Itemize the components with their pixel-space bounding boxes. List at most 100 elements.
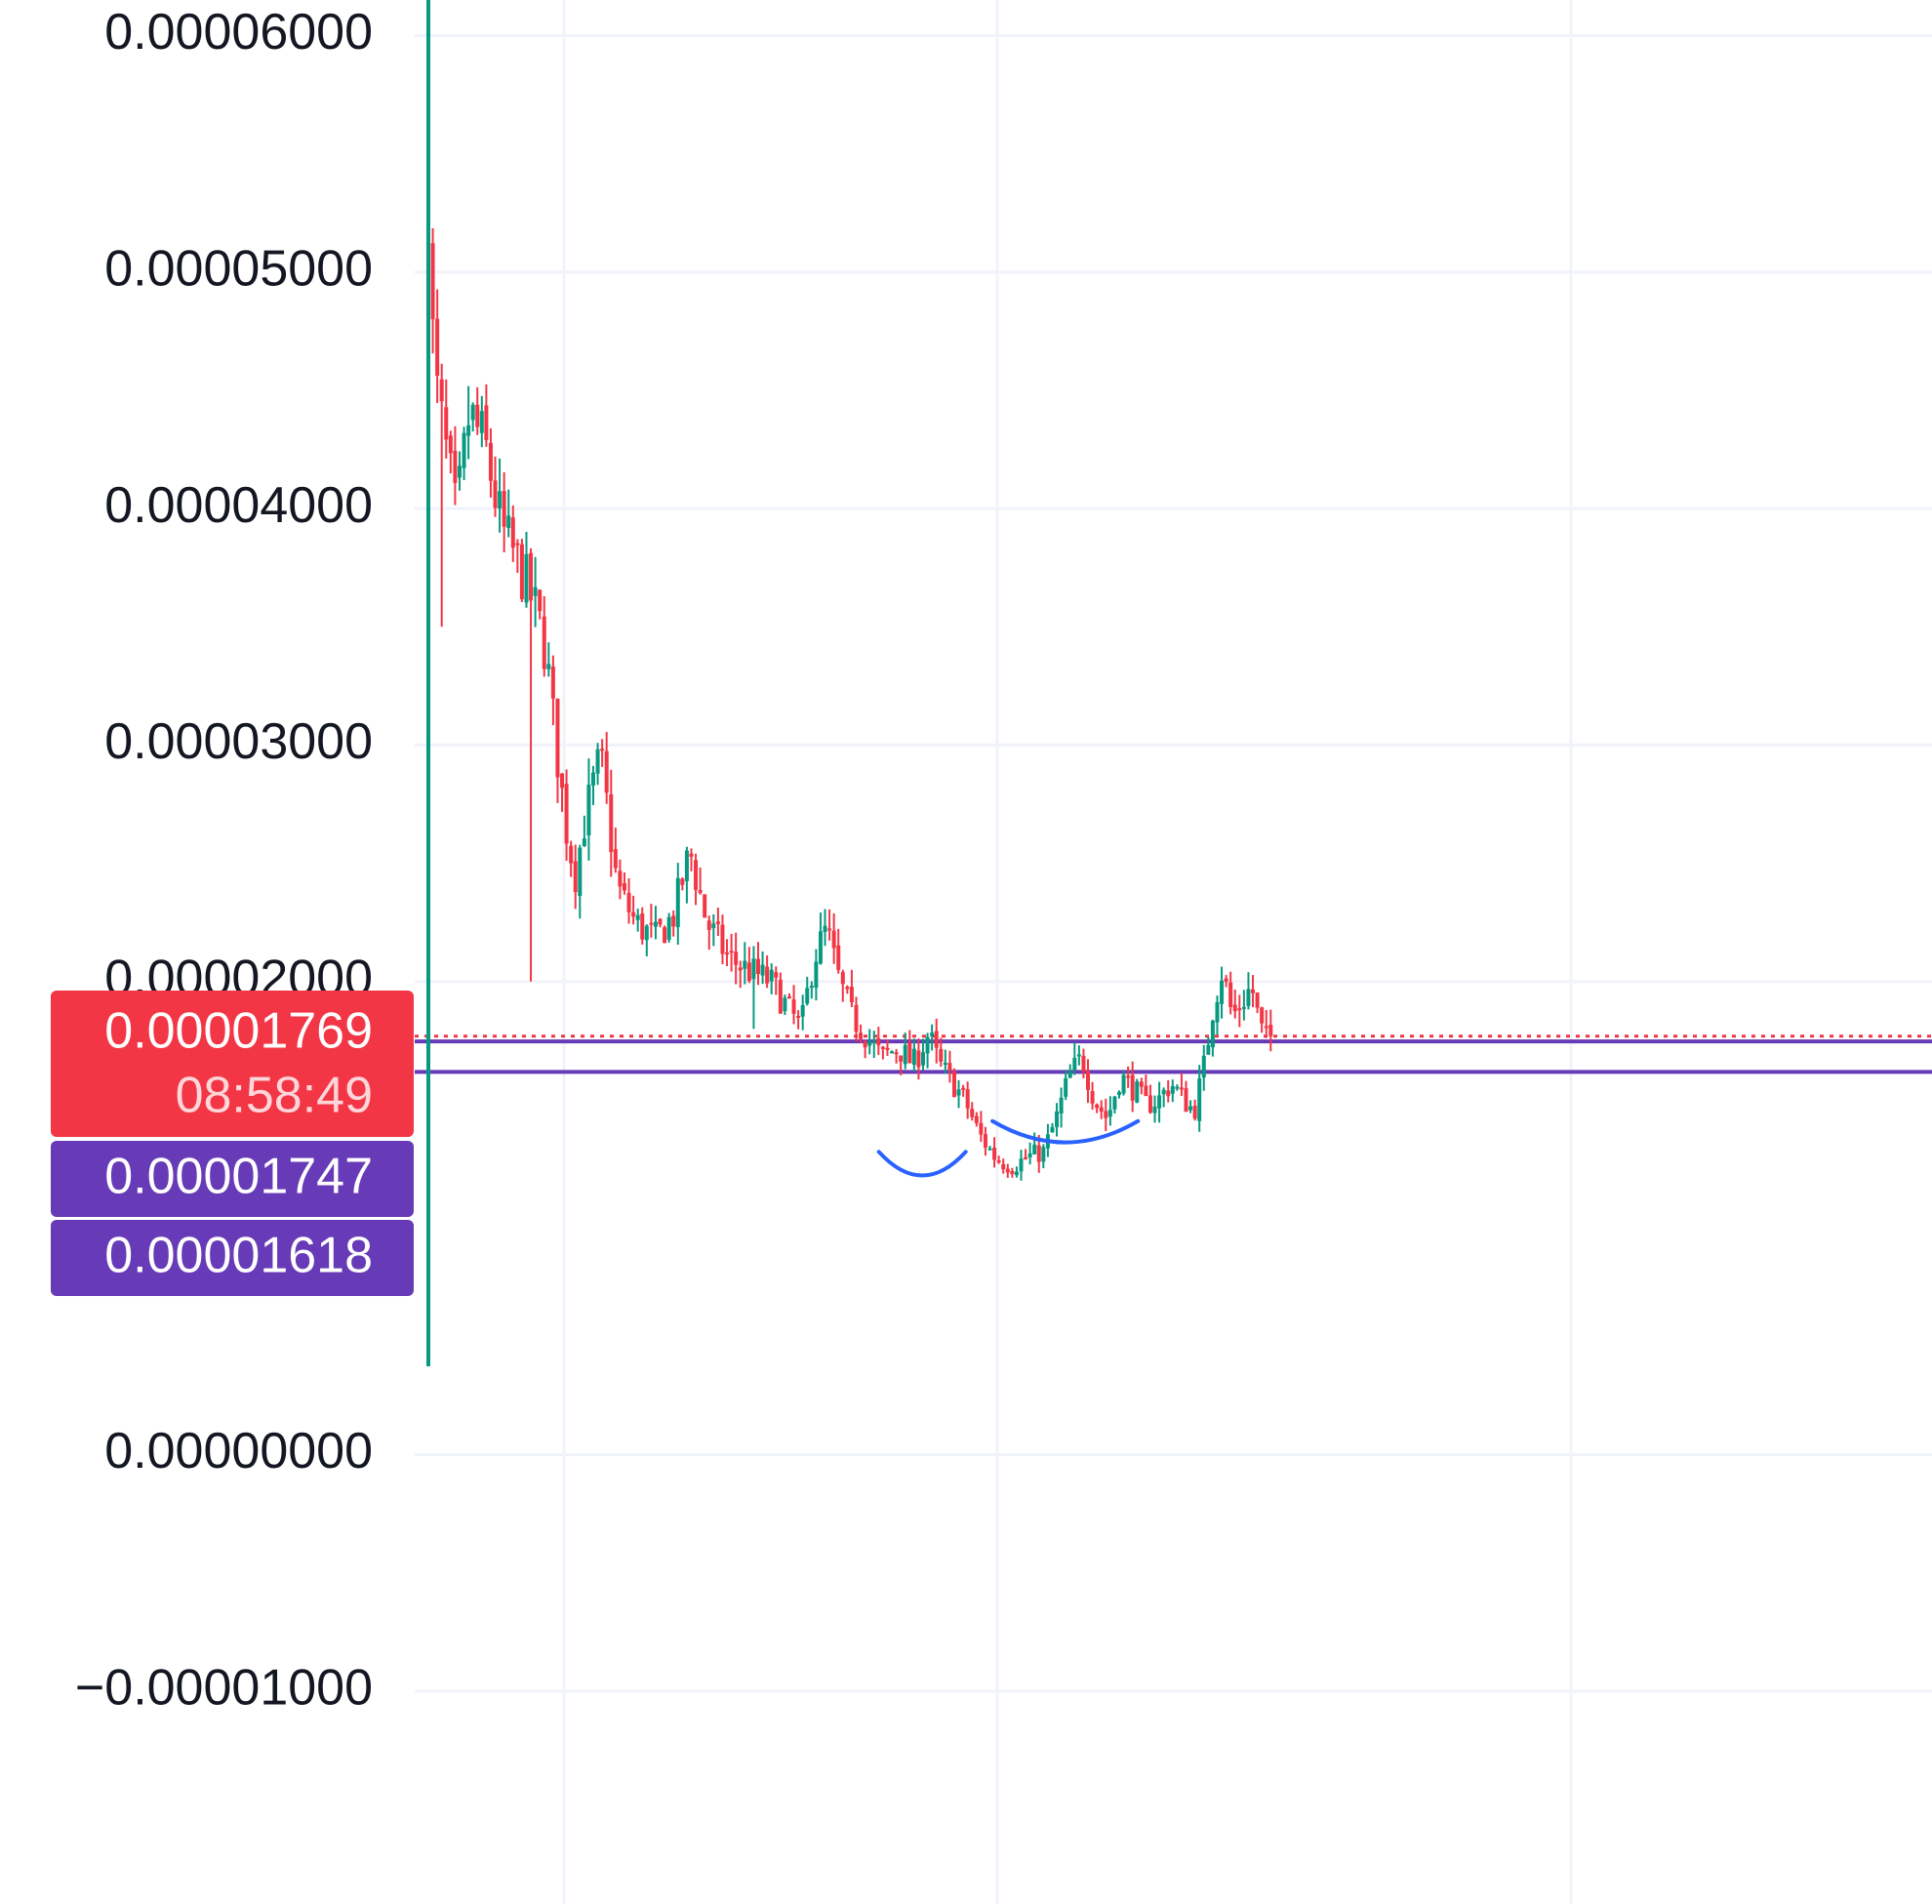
candle-body bbox=[666, 916, 671, 940]
y-tick-label: 0.00006000 bbox=[104, 4, 373, 61]
candle-body bbox=[604, 750, 609, 793]
candle-body bbox=[911, 1048, 916, 1066]
candle-body bbox=[849, 987, 854, 1002]
candle-body bbox=[818, 931, 823, 964]
candle-body bbox=[1032, 1144, 1037, 1155]
candle-body bbox=[1144, 1085, 1148, 1097]
candle-body bbox=[649, 922, 654, 925]
candle-body bbox=[930, 1033, 935, 1036]
candle-body bbox=[987, 1148, 992, 1151]
candle-body bbox=[569, 845, 574, 864]
candle-body bbox=[453, 450, 458, 483]
candle-body bbox=[1112, 1096, 1117, 1110]
candle-body bbox=[631, 911, 636, 917]
candle-body bbox=[671, 915, 676, 927]
candle-body bbox=[903, 1044, 907, 1065]
level-price-tag bbox=[51, 1220, 414, 1296]
candle-body bbox=[1264, 1026, 1268, 1029]
candle-body bbox=[479, 411, 484, 433]
candle-body bbox=[809, 986, 814, 989]
candle-body bbox=[1130, 1074, 1135, 1101]
candle-body bbox=[996, 1160, 1001, 1163]
candle-body bbox=[1251, 989, 1256, 993]
candle-body bbox=[778, 980, 783, 1014]
candle-body bbox=[885, 1047, 890, 1050]
candlestick-series bbox=[426, 227, 1273, 1181]
candle-body bbox=[1126, 1075, 1131, 1078]
candle-body bbox=[1170, 1085, 1175, 1094]
candle-body bbox=[1050, 1126, 1055, 1133]
candle-body bbox=[1059, 1097, 1064, 1114]
candle-body bbox=[573, 861, 578, 893]
candle-body bbox=[542, 616, 546, 669]
candle-body bbox=[899, 1055, 904, 1062]
candle-body bbox=[871, 1040, 876, 1043]
candle-body bbox=[640, 913, 645, 940]
candle-body bbox=[622, 883, 626, 891]
candle-body bbox=[1099, 1107, 1104, 1112]
candle-body bbox=[943, 1062, 947, 1065]
candle-body bbox=[907, 1042, 912, 1064]
candle-body bbox=[1246, 989, 1251, 1006]
candle-body bbox=[947, 1063, 952, 1071]
y-tick-label: 0.00004000 bbox=[104, 477, 373, 534]
candle-body bbox=[1179, 1087, 1184, 1090]
candle-body bbox=[1107, 1110, 1112, 1117]
candle-body bbox=[1184, 1088, 1188, 1113]
candle-body bbox=[1161, 1089, 1166, 1095]
candle-body bbox=[814, 961, 819, 988]
candle-body bbox=[635, 914, 640, 920]
candle-body bbox=[1001, 1163, 1006, 1170]
candle-body bbox=[974, 1115, 979, 1123]
candle-body bbox=[653, 921, 658, 927]
y-tick-label: 0.00003000 bbox=[104, 713, 373, 770]
candle-body bbox=[546, 664, 551, 669]
candle-body bbox=[970, 1109, 975, 1117]
candle-body bbox=[694, 860, 699, 890]
candle-body bbox=[1064, 1077, 1068, 1097]
candle-body bbox=[979, 1122, 984, 1135]
candle-body bbox=[675, 877, 680, 928]
candle-body bbox=[618, 871, 623, 887]
candle-body bbox=[1157, 1095, 1162, 1109]
drawing-annotations bbox=[876, 1118, 1141, 1178]
candle-body bbox=[1024, 1156, 1028, 1159]
candle-body bbox=[831, 930, 836, 949]
candle-body bbox=[529, 552, 534, 601]
candle-body bbox=[1224, 978, 1228, 983]
y-tick-label: −0.00001000 bbox=[75, 1660, 373, 1717]
candle-body bbox=[1041, 1147, 1046, 1162]
candle-body bbox=[867, 1041, 872, 1046]
candle-body bbox=[457, 466, 462, 478]
price-axis[interactable]: 0.00006000 0.00005000 0.00004000 0.00003000… bbox=[75, 4, 373, 1717]
candle-body bbox=[1095, 1104, 1100, 1109]
candle-body bbox=[725, 952, 730, 955]
candle-body bbox=[684, 850, 689, 881]
candle-body bbox=[796, 1015, 801, 1018]
level-price-label: 0.00001747 bbox=[104, 1149, 373, 1205]
candle-body bbox=[613, 849, 618, 869]
candle-body bbox=[1067, 1071, 1072, 1078]
candle-body bbox=[765, 966, 770, 984]
candle-body bbox=[1036, 1145, 1041, 1162]
candle-body bbox=[1228, 982, 1233, 1007]
candle-body bbox=[729, 951, 734, 953]
candle-body bbox=[1090, 1090, 1095, 1104]
candle-body bbox=[746, 962, 751, 982]
candle-body bbox=[894, 1052, 899, 1055]
price-tags: 0.00001769 08:58:49 0.00001747 0.00001618 bbox=[51, 991, 414, 1296]
candle-body bbox=[519, 544, 524, 600]
candle-body bbox=[706, 920, 711, 930]
candle-body bbox=[1019, 1158, 1024, 1172]
candle-body bbox=[983, 1134, 987, 1148]
candle-body bbox=[992, 1148, 997, 1160]
candle-body bbox=[786, 996, 791, 999]
candle-body bbox=[1081, 1055, 1086, 1072]
candle-body bbox=[1175, 1086, 1180, 1089]
candle-body bbox=[560, 773, 565, 789]
level-price-label: 0.00001618 bbox=[104, 1228, 373, 1284]
candle-body bbox=[533, 587, 538, 596]
candle-body bbox=[1010, 1170, 1015, 1175]
candle-body bbox=[484, 405, 489, 440]
